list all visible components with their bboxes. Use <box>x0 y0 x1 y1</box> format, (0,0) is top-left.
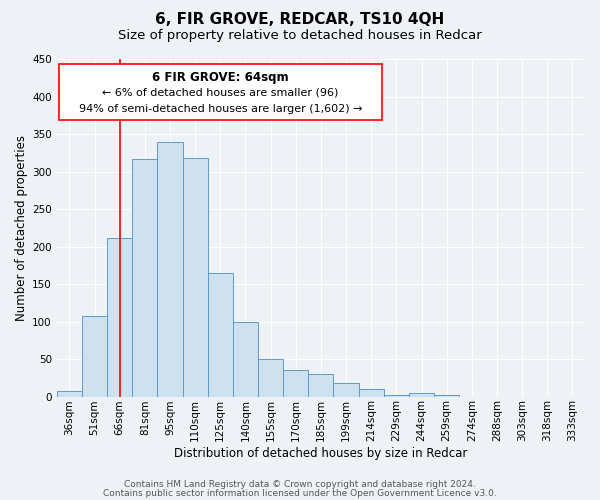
Bar <box>384 395 409 396</box>
X-axis label: Distribution of detached houses by size in Redcar: Distribution of detached houses by size … <box>174 447 467 460</box>
Bar <box>409 393 434 396</box>
Bar <box>107 238 132 396</box>
Bar <box>233 322 258 396</box>
FancyBboxPatch shape <box>59 64 382 120</box>
Bar <box>359 389 384 396</box>
Text: Contains HM Land Registry data © Crown copyright and database right 2024.: Contains HM Land Registry data © Crown c… <box>124 480 476 489</box>
Bar <box>434 395 459 396</box>
Bar <box>258 359 283 397</box>
Text: ← 6% of detached houses are smaller (96): ← 6% of detached houses are smaller (96) <box>103 88 339 98</box>
Bar <box>82 316 107 396</box>
Bar <box>157 142 182 396</box>
Bar <box>57 392 82 396</box>
Bar <box>208 273 233 396</box>
Text: 6 FIR GROVE: 64sqm: 6 FIR GROVE: 64sqm <box>152 71 289 84</box>
Y-axis label: Number of detached properties: Number of detached properties <box>15 135 28 321</box>
Text: 94% of semi-detached houses are larger (1,602) →: 94% of semi-detached houses are larger (… <box>79 104 362 114</box>
Bar <box>334 383 359 396</box>
Bar <box>182 158 208 396</box>
Text: 6, FIR GROVE, REDCAR, TS10 4QH: 6, FIR GROVE, REDCAR, TS10 4QH <box>155 12 445 28</box>
Bar <box>308 374 334 396</box>
Bar <box>283 370 308 396</box>
Bar <box>132 159 157 396</box>
Text: Size of property relative to detached houses in Redcar: Size of property relative to detached ho… <box>118 28 482 42</box>
Text: Contains public sector information licensed under the Open Government Licence v3: Contains public sector information licen… <box>103 488 497 498</box>
